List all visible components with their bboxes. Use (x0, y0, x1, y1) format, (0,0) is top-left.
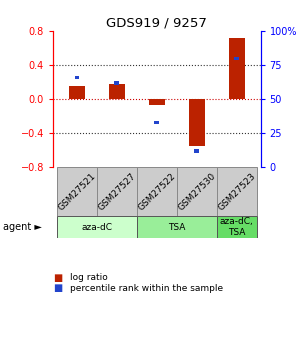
Text: TSA: TSA (168, 223, 185, 231)
Bar (149, 99, 165, 105)
Bar (57, 167, 97, 216)
Text: GSM27521: GSM27521 (56, 171, 98, 212)
Text: aza-dC: aza-dC (82, 223, 112, 231)
Bar (189, 99, 205, 146)
Bar (115, 81, 119, 85)
Bar (137, 216, 217, 238)
Bar (177, 167, 217, 216)
Bar (234, 57, 239, 60)
Text: GSM27530: GSM27530 (176, 171, 217, 212)
Bar (75, 76, 79, 79)
Title: GDS919 / 9257: GDS919 / 9257 (106, 17, 207, 30)
Text: percentile rank within the sample: percentile rank within the sample (70, 284, 223, 293)
Bar (217, 216, 257, 238)
Bar (229, 38, 245, 99)
Bar (69, 87, 85, 99)
Bar (194, 149, 199, 153)
Bar (97, 167, 137, 216)
Text: agent ►: agent ► (3, 222, 42, 232)
Bar (57, 216, 137, 238)
Text: aza-dC,
TSA: aza-dC, TSA (220, 217, 254, 237)
Text: log ratio: log ratio (70, 273, 108, 282)
Bar (217, 167, 257, 216)
Text: GSM27527: GSM27527 (96, 171, 137, 212)
Bar (137, 167, 177, 216)
Text: ■: ■ (53, 283, 62, 293)
Bar (155, 121, 159, 124)
Text: GSM27523: GSM27523 (216, 171, 257, 212)
Bar (109, 84, 125, 99)
Text: GSM27522: GSM27522 (136, 171, 177, 212)
Text: ■: ■ (53, 273, 62, 283)
